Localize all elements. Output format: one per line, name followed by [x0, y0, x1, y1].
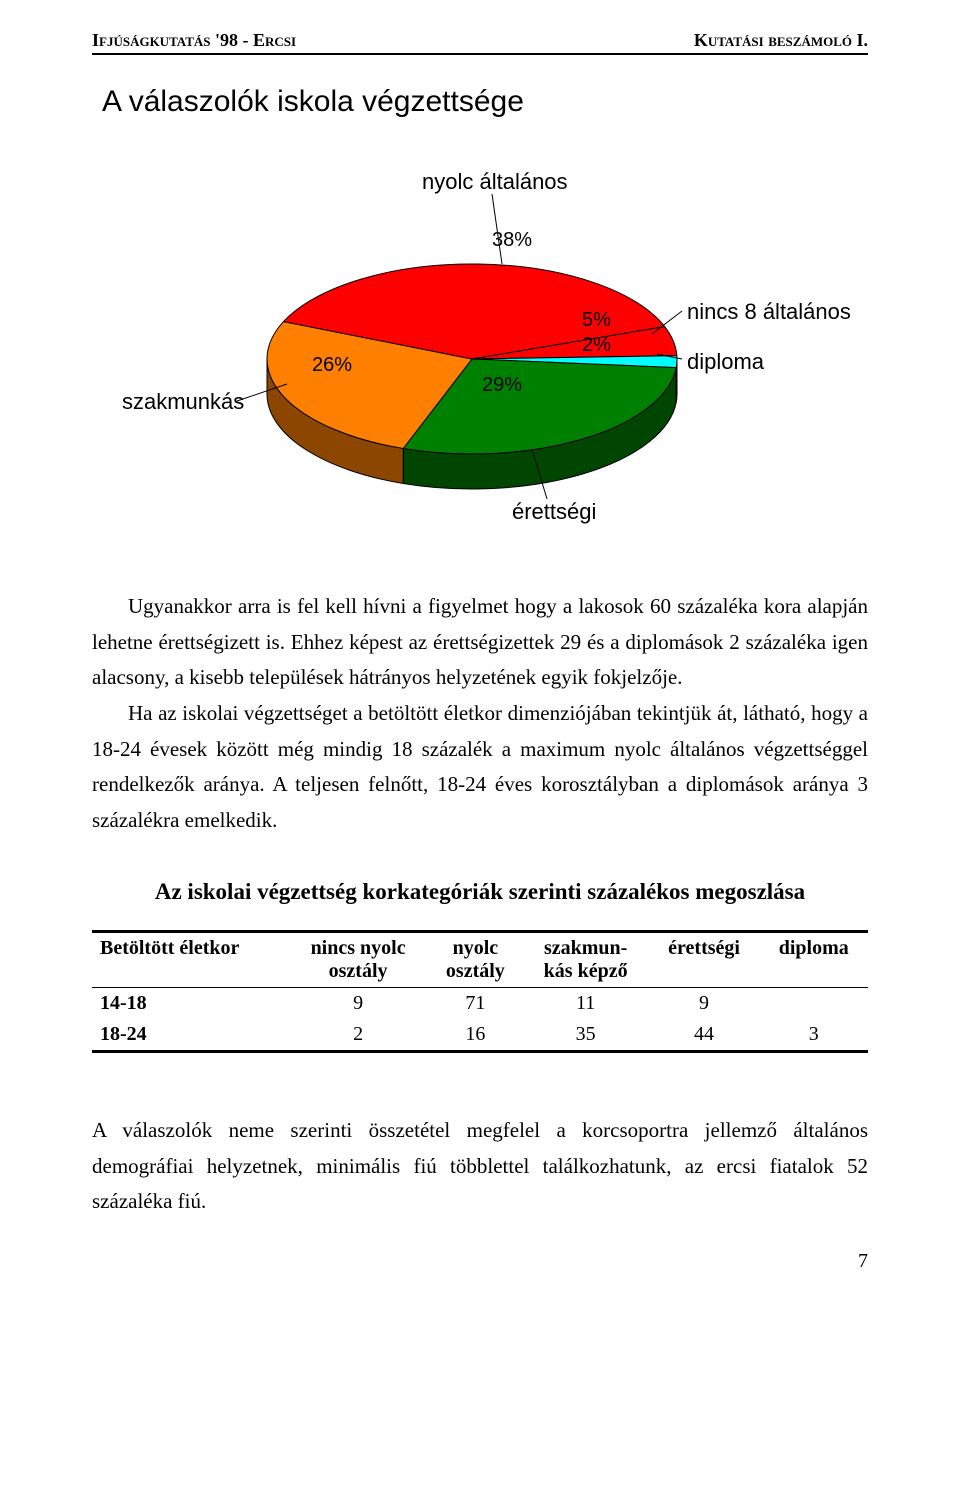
table-title: Az iskolai végzettség korkategóriák szer…	[92, 879, 868, 905]
slice-label-erettsegi: érettségi	[512, 499, 596, 525]
pie-chart: nyolc általános nincs 8 általános diplom…	[92, 129, 868, 549]
slice-pct-nincs8: 5%	[582, 309, 611, 332]
slice-pct-nyolc: 38%	[492, 229, 532, 252]
education-by-age-table: Betöltött életkor nincs nyolcosztály nyo…	[92, 930, 868, 1053]
paragraph-2: Ha az iskolai végzettséget a betöltött é…	[92, 701, 868, 832]
col-header-szak: szakmun-kás képző	[523, 931, 649, 987]
col-header-age: Betöltött életkor	[92, 931, 288, 987]
slice-label-szakmunkas: szakmunkás	[122, 389, 244, 415]
slice-pct-szakmunkas: 26%	[312, 354, 352, 377]
slice-pct-diploma: 2%	[582, 334, 611, 357]
col-header-no8: nincs nyolcosztály	[288, 931, 428, 987]
table-row: 18-24 2 16 35 44 3	[92, 1019, 868, 1052]
chart-title: A válaszolók iskola végzettsége	[92, 85, 868, 119]
slice-label-nyolc: nyolc általános	[422, 169, 568, 195]
slice-pct-erettsegi: 29%	[482, 374, 522, 397]
slice-label-nincs8: nincs 8 általános	[687, 299, 851, 325]
paragraph-3-wrap: A válaszolók neme szerinti összetétel me…	[92, 1113, 868, 1220]
table-header-row: Betöltött életkor nincs nyolcosztály nyo…	[92, 931, 868, 987]
col-header-dipl: diploma	[759, 931, 868, 987]
header-left: Ifjúságkutatás '98 - Ercsi	[92, 30, 296, 51]
paragraph-1: Ugyanakkor arra is fel kell hívni a figy…	[92, 594, 868, 689]
page-header: Ifjúságkutatás '98 - Ercsi Kutatási besz…	[92, 30, 868, 55]
paragraph-3: A válaszolók neme szerinti összetétel me…	[92, 1118, 868, 1213]
slice-label-diploma: diploma	[687, 349, 764, 375]
table-row: 14-18 9 71 11 9	[92, 987, 868, 1019]
col-header-8: nyolcosztály	[428, 931, 522, 987]
header-right: Kutatási beszámoló I.	[694, 30, 868, 51]
page-number: 7	[92, 1250, 868, 1273]
body-paragraphs: Ugyanakkor arra is fel kell hívni a figy…	[92, 589, 868, 839]
col-header-erett: érettségi	[649, 931, 760, 987]
